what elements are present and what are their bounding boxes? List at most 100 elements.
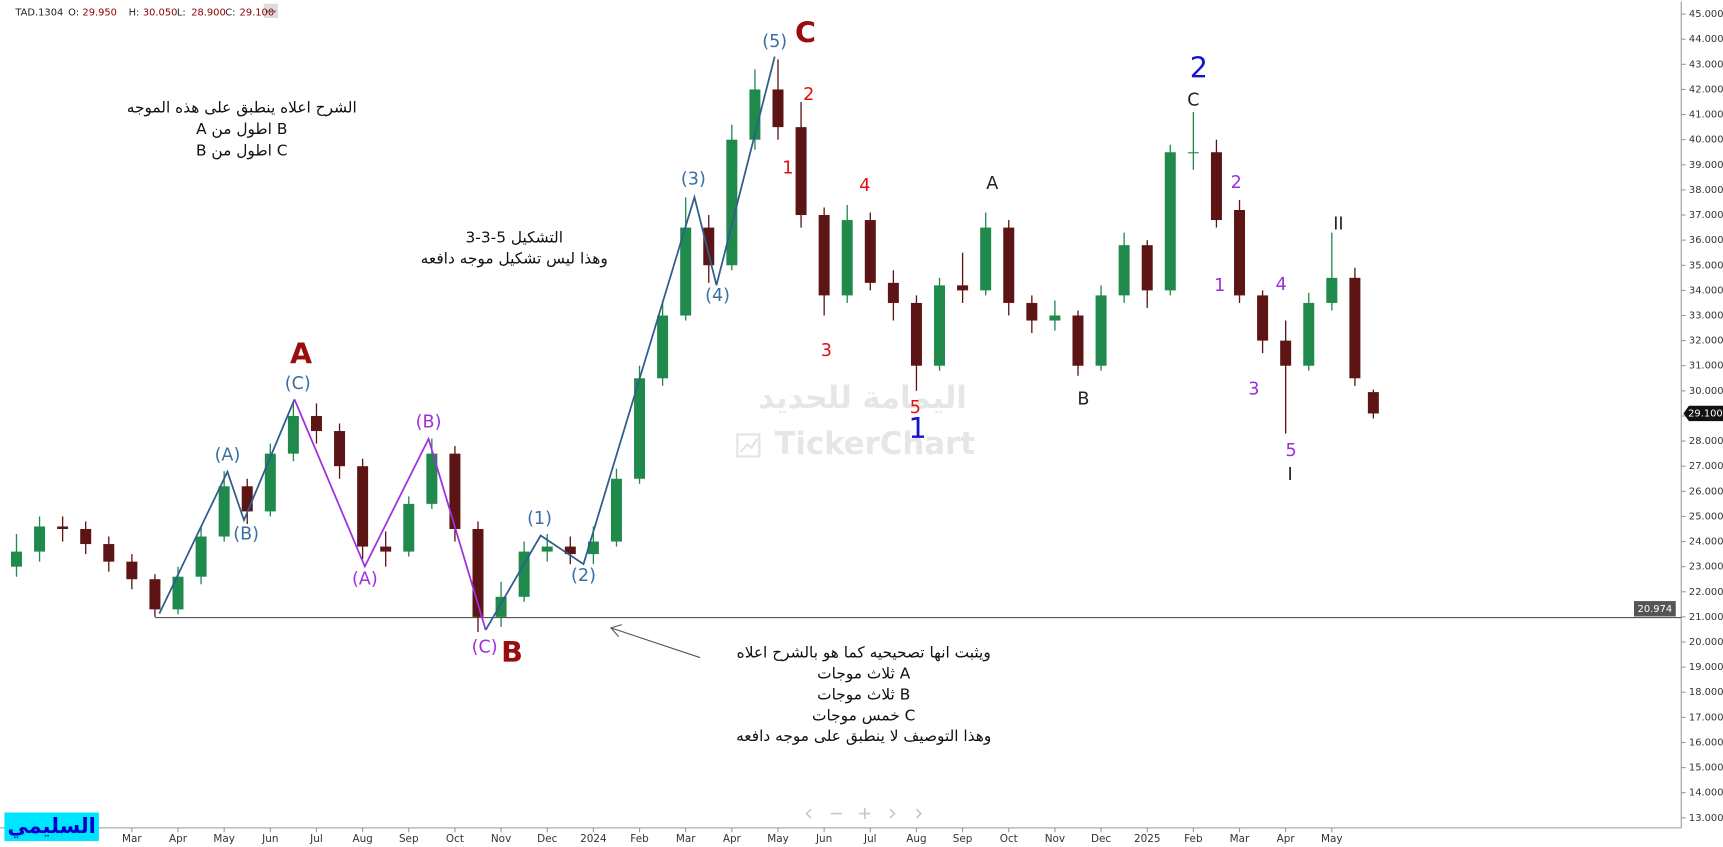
y-tick-label: 41.000: [1689, 110, 1723, 121]
candle-body: [680, 227, 692, 316]
nav-first[interactable]: [805, 808, 812, 819]
candle-body: [172, 576, 184, 610]
y-tick-label: 18.000: [1689, 687, 1723, 698]
nav-last[interactable]: [915, 808, 923, 819]
wave-label: 4: [1276, 275, 1287, 295]
candle-body: [403, 503, 415, 552]
candle-body: [149, 579, 161, 610]
candle-body: [587, 541, 599, 555]
wave-label: (1): [527, 509, 552, 529]
watermark-icon: [736, 433, 761, 458]
candle-body: [34, 526, 46, 552]
candle-body: [1234, 210, 1246, 296]
y-tick-label: 14.000: [1689, 788, 1723, 799]
candle-body: [1326, 277, 1338, 303]
candle-body: [310, 415, 322, 432]
wave-line: [293, 399, 487, 631]
candle-body: [1210, 152, 1222, 221]
y-tick-label: 32.000: [1689, 336, 1723, 347]
wave-label: (B): [416, 412, 442, 432]
arrow-line: [610, 627, 701, 659]
candle-body: [726, 139, 738, 266]
wave-label: 5: [1286, 441, 1297, 461]
ohlc-value: 29.100: [240, 8, 275, 19]
nav-controls[interactable]: [805, 808, 923, 820]
y-tick-label: 35.000: [1689, 260, 1723, 271]
wave-label: (C): [285, 374, 311, 394]
logo-text: السليمي: [7, 814, 95, 838]
candle-body: [334, 431, 346, 467]
candle-body: [957, 285, 969, 291]
wave-label: II: [1333, 215, 1343, 235]
y-tick-label: 27.000: [1689, 461, 1723, 472]
wave-label: B: [501, 635, 523, 669]
nav-next[interactable]: [889, 808, 896, 819]
x-tick-label: Oct: [1000, 833, 1018, 845]
candle-body: [980, 227, 992, 291]
y-tick-label: 45.000: [1689, 9, 1723, 20]
wave-label: 1: [908, 411, 926, 445]
candle-body: [1095, 295, 1107, 366]
wave-label: (B): [233, 524, 259, 544]
candle-body: [795, 127, 807, 216]
y-tick-label: 39.000: [1689, 160, 1723, 171]
candle-body: [541, 546, 553, 552]
x-tick-label: 2025: [1134, 833, 1161, 845]
ohlc-value: 30.050: [143, 8, 178, 19]
candle-body: [564, 546, 576, 555]
y-tick-label: 31.000: [1689, 361, 1723, 372]
menu-dot[interactable]: [265, 10, 269, 13]
wave-label: 4: [859, 176, 870, 196]
wave-label: (5): [762, 32, 787, 52]
candle-body: [426, 453, 438, 504]
y-tick-label: 33.000: [1689, 310, 1723, 321]
y-tick-label: 23.000: [1689, 562, 1723, 573]
x-tick-label: May: [1321, 833, 1343, 845]
wave-label: I: [1287, 465, 1292, 485]
watermark: اليمامة للحديد TickerChart: [736, 380, 975, 462]
x-tick-label: Mar: [122, 833, 142, 845]
x-tick-label: Dec: [537, 833, 557, 845]
x-tick-label: Apr: [1277, 833, 1296, 845]
candle-body: [910, 302, 922, 366]
y-tick-label: 37.000: [1689, 210, 1723, 221]
candle-body: [1049, 315, 1061, 321]
y-tick-label: 21.000: [1689, 612, 1723, 623]
candle-body: [103, 544, 115, 562]
wave-label: B: [1077, 389, 1089, 409]
watermark-text: اليمامة للحديد: [758, 380, 967, 416]
x-tick-label: May: [767, 833, 789, 845]
y-tick-label: 40.000: [1689, 135, 1723, 146]
wave-label: 2: [1190, 51, 1208, 85]
x-tick-label: Dec: [1091, 833, 1111, 845]
note-text: C اطول من B: [196, 141, 288, 159]
y-tick-label: 38.000: [1689, 185, 1723, 196]
symbol: TAD.1304: [14, 8, 63, 19]
wave-label: C: [795, 16, 816, 50]
menu-dot[interactable]: [273, 10, 276, 13]
wave-label: 5: [910, 398, 921, 418]
candle-body: [772, 89, 784, 128]
wave-label: A: [986, 174, 998, 194]
x-tick-label: Nov: [491, 833, 511, 845]
candle-body: [887, 282, 899, 303]
candle-body: [495, 596, 507, 617]
menu-dot[interactable]: [269, 10, 272, 13]
candle-body: [1118, 245, 1130, 296]
x-tick-label: Sep: [953, 833, 973, 845]
y-tick-label: 30.000: [1689, 386, 1723, 397]
note-text: B اطول من A: [196, 120, 287, 138]
wave-label: (A): [215, 445, 241, 465]
note-text: التشكيل 5-3-3: [466, 228, 564, 246]
candle-body: [1187, 152, 1199, 154]
x-tick-label: Feb: [1184, 833, 1203, 845]
wave-label: 3: [1248, 379, 1259, 399]
note-text: ويثبت انها تصحيحيه كما هو بالشرح اعلاه: [737, 644, 991, 663]
x-tick-label: Jun: [815, 833, 832, 845]
x-tick-label: May: [213, 833, 235, 845]
candle-body: [287, 415, 299, 454]
arrow-head: [609, 624, 623, 638]
candle-body: [57, 526, 69, 529]
x-tick-label: Apr: [723, 833, 742, 845]
